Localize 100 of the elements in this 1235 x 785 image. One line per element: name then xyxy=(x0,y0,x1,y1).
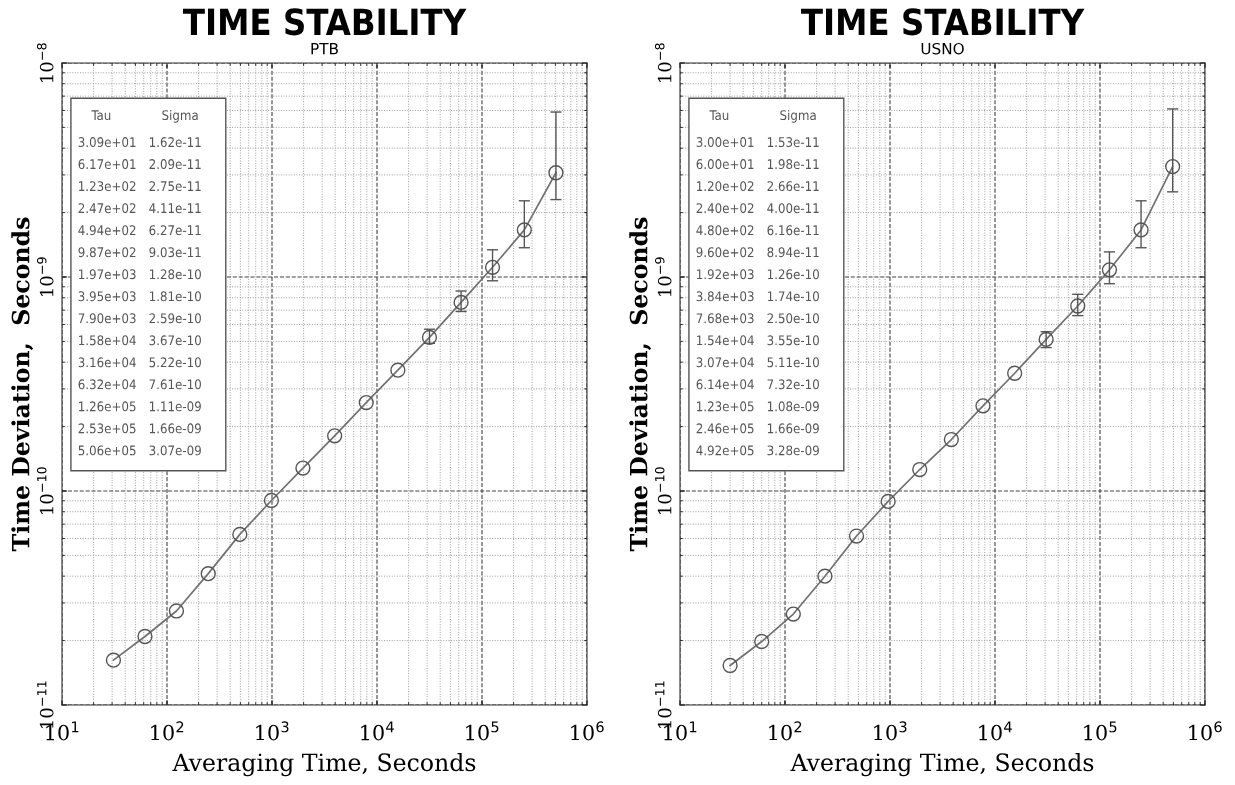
x-tick-label: 10$^{6}$ xyxy=(571,721,604,741)
annotation: 1.54e+04 xyxy=(697,335,754,346)
annotation: 7.61e-10 xyxy=(149,379,201,390)
annotation: 7.68e+03 xyxy=(696,313,754,324)
chart-subtitle: PTB xyxy=(311,43,338,55)
y-tick-label: 10$^{−10}$ xyxy=(654,467,672,514)
annotation: 5.11e-10 xyxy=(767,357,819,368)
annotation: 2.47e+02 xyxy=(78,203,136,214)
point xyxy=(484,259,501,275)
annotation: 1.23e+02 xyxy=(79,181,136,192)
annotation: 2.46e+05 xyxy=(696,423,754,434)
point xyxy=(1070,298,1086,314)
annotation: 7.32e-10 xyxy=(767,379,819,390)
annotation: 4.92e+05 xyxy=(696,445,754,456)
annotation: 1.92e+03 xyxy=(697,269,754,280)
annotation: 3.95e+03 xyxy=(78,291,136,302)
point xyxy=(943,431,959,448)
annotation: 1.26e-10 xyxy=(767,269,819,280)
annotation: 2.75e-11 xyxy=(149,181,201,192)
annotation: 6.27e-11 xyxy=(149,225,201,236)
annotation: 1.97e+03 xyxy=(79,269,136,280)
annotation: 1.98e-11 xyxy=(767,159,819,170)
annotation: 4.94e+02 xyxy=(78,225,136,236)
annotation: 4.00e-11 xyxy=(767,203,819,214)
annotation: 1.28e-10 xyxy=(149,269,201,280)
chart-title: TIME STABILITY xyxy=(801,8,1085,36)
point xyxy=(722,657,738,674)
annotation: 3.55e-10 xyxy=(767,335,819,346)
annotation: 4.11e-11 xyxy=(149,203,201,214)
annotation: 6.00e+01 xyxy=(696,159,754,170)
annotation: 5.22e-10 xyxy=(149,357,201,368)
annotation: 1.08e-09 xyxy=(767,401,819,412)
x-tick-label: 10$^{6}$ xyxy=(1189,721,1222,741)
y-tick-label: 10$^{−9}$ xyxy=(36,257,54,297)
annotation: Sigma xyxy=(162,109,198,123)
y-tick-label: 10$^{−8}$ xyxy=(36,43,54,83)
annotation: 2.53e+05 xyxy=(78,423,136,434)
point xyxy=(1133,222,1149,238)
annotation: 5.06e+05 xyxy=(78,445,136,456)
annotation: 9.60e+02 xyxy=(696,247,754,258)
annotation: 6.17e+01 xyxy=(78,159,136,170)
chart-subtitle: USNO xyxy=(921,42,964,55)
annotation: 1.62e-11 xyxy=(149,137,201,148)
annotation: 1.58e+04 xyxy=(79,335,136,346)
annotation: 1.66e-09 xyxy=(767,423,819,434)
annotation: 2.09e-11 xyxy=(149,159,201,170)
annotation: 1.26e+05 xyxy=(79,401,136,412)
x-tick-label: 10$^{5}$ xyxy=(1084,721,1117,741)
point xyxy=(327,428,343,444)
annotation: 3.09e+01 xyxy=(78,137,136,148)
annotation: Tau xyxy=(709,110,729,121)
x-tick-label: 10$^{4}$ xyxy=(361,721,394,741)
annotation: 2.40e+02 xyxy=(696,203,754,214)
point xyxy=(168,603,185,619)
x-axis-title: Averaging Time, Seconds xyxy=(790,752,1094,777)
x-tick-label: 10$^{3}$ xyxy=(874,721,907,741)
point xyxy=(295,460,311,476)
annotation: 3.00e+01 xyxy=(696,137,754,148)
chart-title: TIME STABILITY xyxy=(183,8,467,36)
annotation: 8.94e-11 xyxy=(767,247,819,258)
annotation: 2.59e-10 xyxy=(149,313,201,324)
annotation: 1.74e-10 xyxy=(767,291,819,302)
point xyxy=(548,165,564,181)
point xyxy=(1007,365,1023,381)
annotation: 3.07e+04 xyxy=(696,357,754,368)
y-tick-label: 10$^{−9}$ xyxy=(654,257,672,297)
annotation: 1.53e-11 xyxy=(767,137,819,148)
point xyxy=(232,526,248,543)
annotation: 6.14e+04 xyxy=(696,379,754,390)
point xyxy=(390,362,406,378)
annotation: 3.84e+03 xyxy=(696,291,754,302)
annotation: 1.20e+02 xyxy=(697,181,754,192)
annotation: 2.50e-10 xyxy=(767,313,819,324)
x-tick-label: 10$^{2}$ xyxy=(769,721,802,741)
point xyxy=(912,461,928,478)
point xyxy=(785,606,801,622)
annotation: 1.81e-10 xyxy=(149,291,201,302)
point xyxy=(105,652,122,668)
annotation: 2.66e-11 xyxy=(767,181,819,192)
annotation: 6.32e+04 xyxy=(78,379,136,390)
point xyxy=(754,633,770,650)
annotation: 4.80e+02 xyxy=(696,225,754,236)
y-tick-label: 10$^{−10}$ xyxy=(36,467,54,514)
annotation: 3.67e-10 xyxy=(149,335,201,346)
annotation: 9.03e-11 xyxy=(149,247,201,258)
annotation: 3.28e-09 xyxy=(767,445,819,456)
annotation: 6.16e-11 xyxy=(767,225,819,236)
point xyxy=(817,568,833,584)
annotation: 1.23e+05 xyxy=(697,401,754,412)
annotation: 7.90e+03 xyxy=(78,313,136,324)
point xyxy=(358,394,374,411)
point xyxy=(1101,262,1118,278)
y-axis-title: Time Deviation, Seconds xyxy=(11,217,34,552)
annotation: 1.66e-09 xyxy=(149,423,201,434)
x-tick-label: 10$^{5}$ xyxy=(466,721,499,741)
y-axis-title: Time Deviation, Seconds xyxy=(629,217,652,552)
point xyxy=(516,222,532,238)
point xyxy=(880,493,896,510)
annotation: 1.11e-09 xyxy=(149,401,201,412)
x-tick-label: 10$^{4}$ xyxy=(979,721,1012,741)
